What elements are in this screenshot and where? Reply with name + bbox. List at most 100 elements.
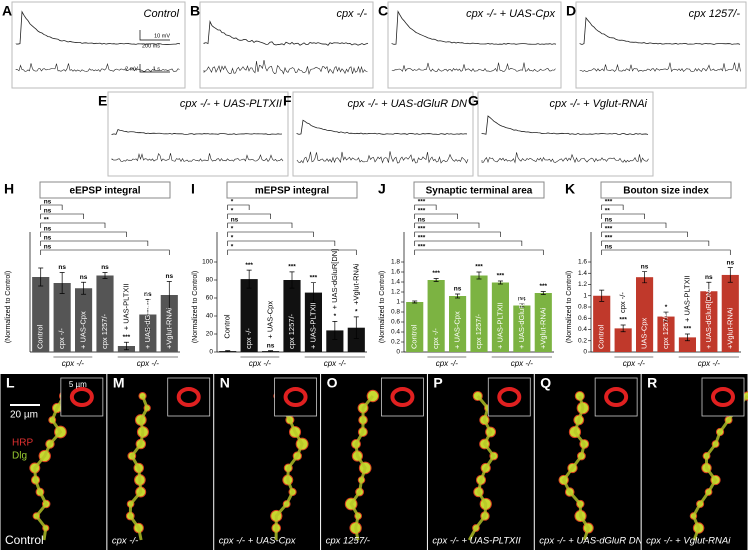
panel-letter: N: [220, 375, 230, 391]
error-bar: [620, 324, 626, 333]
comparison-label: *: [231, 244, 234, 251]
error-bar: [642, 271, 648, 284]
nerve-terminal: [467, 395, 496, 541]
bar: [614, 328, 632, 352]
error-bar: [38, 267, 44, 287]
inset: [167, 377, 211, 417]
category-label: cpx -/-: [431, 328, 440, 349]
category-label: +Vglut-RNAi: [725, 307, 734, 349]
category-label: + UAS-Cpx: [79, 311, 88, 349]
panel-letter: L: [6, 375, 15, 391]
panel-label: cpx 1257/-: [689, 8, 741, 20]
y-tick-label: 1.2: [578, 281, 587, 288]
group-label: cpx -/-: [511, 359, 534, 368]
error-bar: [59, 272, 65, 294]
comparison-label: *: [231, 199, 234, 206]
significance: ns: [641, 263, 649, 270]
comparison-label: ns: [44, 199, 52, 206]
chart-title: mEPSP integral: [255, 186, 330, 197]
panel-letter: B: [190, 3, 200, 19]
y-axis-label: (Normalized to Control): [192, 271, 199, 343]
comparison-bracket: [40, 240, 149, 246]
y-tick-label: 0: [209, 349, 213, 356]
category-label: + UAS-Cpx: [453, 311, 462, 349]
image-label: cpx -/-: [112, 536, 138, 547]
panel-letter: M: [113, 375, 125, 391]
bar: [406, 302, 424, 352]
stain-label: HRP: [12, 438, 33, 449]
bar: [96, 275, 114, 352]
inset-bouton: [283, 387, 308, 407]
significance: ***: [539, 283, 547, 290]
error-bar: [684, 333, 690, 342]
image-label: cpx 1257/-: [326, 536, 370, 547]
inset-bouton: [176, 387, 201, 407]
bar: [534, 293, 552, 352]
comparison-bracket: [601, 222, 667, 228]
comparison-bracket: [227, 222, 293, 228]
comparison-bracket: [227, 213, 271, 219]
comparison-bracket: [40, 249, 170, 255]
comparison-bracket: [414, 231, 501, 237]
category-label: Control: [597, 324, 606, 349]
bar: [160, 295, 178, 352]
scale-bar-label: 10 mV: [154, 33, 170, 39]
error-bar: [433, 278, 439, 282]
y-tick-label: 0.8: [391, 309, 400, 316]
category-label: + UAS-PLTXII: [121, 283, 130, 330]
panel-letter: Q: [540, 375, 551, 391]
group-label: cpx -/-: [436, 359, 459, 368]
nerve-terminal: [274, 395, 304, 541]
comparison-label: ns: [44, 235, 52, 242]
scale-bar-label: 2 mV: [125, 66, 138, 72]
panel-letter: F: [283, 93, 292, 109]
y-tick-label: 1.2: [391, 289, 400, 296]
bar: [678, 337, 696, 352]
y-axis-label: (Normalized to Control): [5, 271, 12, 343]
comparison-bracket: [414, 213, 458, 219]
significance: ***: [310, 274, 318, 281]
spontaneous-trace: [15, 62, 180, 72]
error-bar: [81, 281, 87, 295]
category-label: cpx -/-: [57, 328, 66, 349]
comparison-label: ***: [605, 235, 613, 242]
error-bar: [412, 300, 418, 304]
panel-letter: K: [565, 181, 575, 197]
bar: [470, 275, 488, 352]
category-label: + UAS-dGluR[DN]: [330, 249, 339, 310]
comparison-bracket: [601, 204, 624, 210]
category-label: cpx 1257/-: [100, 313, 109, 349]
comparison-label: ***: [418, 226, 426, 233]
scale-bar-label: 1 s: [153, 66, 161, 72]
panel-label: cpx -/- + UAS-PLTXII: [180, 98, 282, 110]
inset: [701, 377, 745, 417]
title-box: [39, 181, 171, 199]
bar: [427, 280, 445, 352]
comparison-bracket: [601, 213, 645, 219]
nerve-terminal: [33, 395, 66, 541]
error-bar: [310, 282, 316, 303]
bar: [32, 277, 50, 352]
spontaneous-trace: [296, 151, 469, 164]
scale-bar: [139, 30, 170, 41]
error-bar: [663, 311, 669, 322]
bar: [700, 291, 718, 352]
significance: ***: [619, 317, 627, 324]
image-label: cpx -/- + UAS-PLTXII: [432, 536, 521, 547]
bar: [326, 330, 344, 352]
error-bar: [353, 316, 359, 339]
comparison-bracket: [227, 231, 314, 237]
comparison-bracket: [601, 240, 710, 246]
panel-letter: O: [327, 375, 338, 391]
panel-label: cpx -/- + Vglut-RNAi: [550, 98, 648, 110]
y-tick-label: 1.6: [578, 259, 587, 266]
title-box: [600, 181, 732, 199]
error-bar: [225, 350, 231, 352]
bar: [593, 295, 611, 352]
category-label: + UAS-dGluR[DN]: [143, 288, 152, 349]
significance: ***: [497, 273, 505, 280]
y-tick-label: 0.8: [578, 304, 587, 311]
scale-bar-label: 200 ms: [142, 43, 160, 49]
